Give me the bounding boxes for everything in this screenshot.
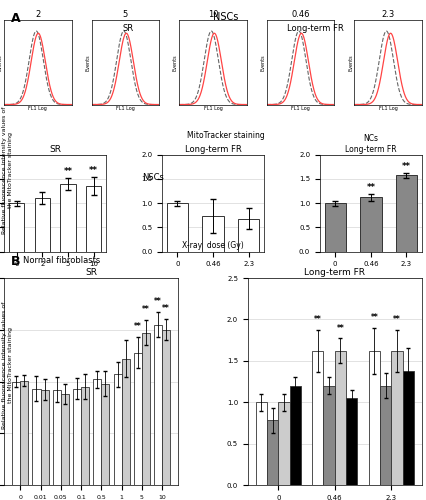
- Text: **: **: [89, 166, 98, 175]
- Bar: [368, 351, 380, 485]
- Text: X-ray  dose (Gy): X-ray dose (Gy): [182, 241, 244, 250]
- Bar: [323, 386, 335, 485]
- Bar: [167, 203, 188, 252]
- Bar: [86, 186, 101, 252]
- Bar: [61, 394, 69, 485]
- Bar: [134, 352, 142, 485]
- Bar: [290, 386, 301, 485]
- X-axis label: FL1 Log: FL1 Log: [116, 106, 135, 111]
- Bar: [312, 351, 323, 485]
- Y-axis label: Events: Events: [85, 54, 90, 70]
- Bar: [256, 402, 267, 485]
- Title: Long-term FR: Long-term FR: [184, 145, 242, 154]
- Text: B: B: [11, 255, 20, 268]
- Text: **: **: [366, 183, 375, 192]
- Text: Long-term FR: Long-term FR: [287, 24, 344, 33]
- Text: **: **: [142, 306, 150, 314]
- Text: Normal fibroblasts: Normal fibroblasts: [23, 256, 101, 265]
- Title: SR: SR: [49, 145, 61, 154]
- Text: **: **: [162, 304, 170, 314]
- Y-axis label: Events: Events: [260, 54, 265, 70]
- Bar: [81, 386, 89, 485]
- Bar: [40, 390, 49, 485]
- Y-axis label: Events: Events: [348, 54, 353, 70]
- Bar: [391, 351, 403, 485]
- Bar: [154, 324, 162, 485]
- Title: 10: 10: [208, 10, 218, 19]
- Bar: [93, 380, 101, 485]
- Title: SR: SR: [85, 268, 97, 278]
- Bar: [142, 333, 150, 485]
- Title: NCs
Long-term FR: NCs Long-term FR: [345, 134, 397, 154]
- Y-axis label: Events: Events: [173, 54, 178, 70]
- Title: 5: 5: [123, 10, 128, 19]
- X-axis label: FL1 Log: FL1 Log: [204, 106, 222, 111]
- Bar: [73, 389, 81, 485]
- Bar: [101, 384, 109, 485]
- Bar: [9, 203, 24, 252]
- Text: SR: SR: [122, 24, 133, 33]
- Title: 2: 2: [35, 10, 40, 19]
- Text: A: A: [11, 12, 20, 26]
- Text: **: **: [63, 167, 72, 176]
- Bar: [238, 218, 259, 252]
- Bar: [403, 371, 414, 485]
- Text: **: **: [337, 324, 344, 332]
- Bar: [278, 402, 290, 485]
- Text: **: **: [393, 316, 401, 324]
- Title: 2.3: 2.3: [381, 10, 395, 19]
- Bar: [162, 330, 170, 485]
- Bar: [12, 382, 20, 485]
- Title: 0.46: 0.46: [291, 10, 310, 19]
- Bar: [60, 184, 76, 252]
- Bar: [202, 216, 224, 252]
- Bar: [396, 176, 417, 252]
- Title: Long-term FR: Long-term FR: [304, 268, 365, 278]
- Text: Relative fluorescence intensity values of
the MitoTracker staining: Relative fluorescence intensity values o…: [2, 106, 13, 234]
- Bar: [32, 389, 40, 485]
- X-axis label: FL1 Log: FL1 Log: [379, 106, 397, 111]
- Y-axis label: Events: Events: [0, 54, 3, 70]
- Text: **: **: [402, 162, 411, 171]
- Text: **: **: [134, 322, 142, 331]
- Text: NSCs: NSCs: [213, 12, 239, 22]
- Bar: [35, 198, 50, 252]
- Text: Relative fluorescence intensity values of
the MitoTracker staining: Relative fluorescence intensity values o…: [2, 302, 13, 428]
- Bar: [53, 390, 61, 485]
- Bar: [20, 380, 29, 485]
- Text: **: **: [371, 313, 378, 322]
- Text: MitoTracker staining: MitoTracker staining: [187, 131, 265, 140]
- Bar: [114, 374, 122, 485]
- Bar: [380, 386, 391, 485]
- Bar: [122, 359, 130, 485]
- Bar: [267, 420, 278, 485]
- Bar: [325, 203, 346, 252]
- Text: **: **: [154, 297, 162, 306]
- Text: **: **: [314, 316, 322, 324]
- Bar: [360, 198, 382, 252]
- X-axis label: FL1 Log: FL1 Log: [29, 106, 47, 111]
- Bar: [335, 351, 346, 485]
- X-axis label: FL1 Log: FL1 Log: [291, 106, 310, 111]
- Bar: [346, 398, 357, 485]
- Text: NSCs: NSCs: [142, 174, 164, 182]
